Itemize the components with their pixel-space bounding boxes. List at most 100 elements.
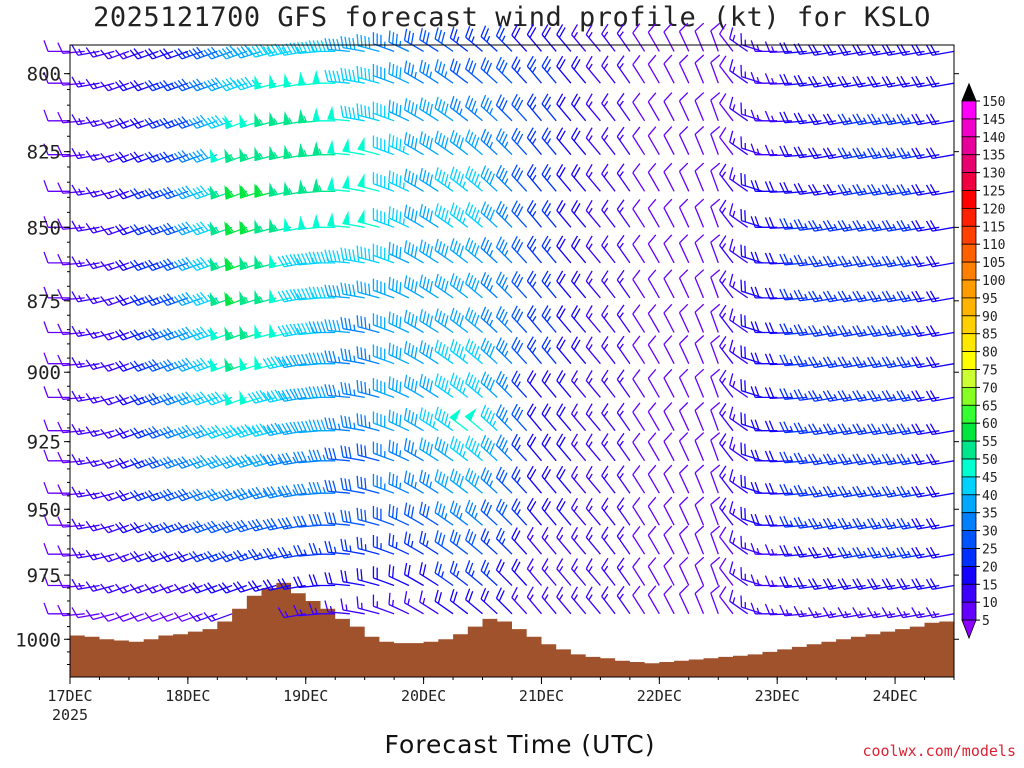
barb-full [764, 575, 771, 587]
wind-barb [218, 550, 248, 563]
barb-full [221, 427, 231, 438]
barb-full [129, 261, 139, 271]
wind-barb [388, 439, 410, 462]
barb-half [516, 67, 521, 74]
wind-barb [159, 48, 189, 60]
barb-full [896, 424, 904, 435]
wind-barb [719, 55, 734, 84]
barb-half [721, 377, 727, 384]
barb-full [144, 296, 153, 306]
barb-full [841, 75, 849, 87]
wind-barb [632, 525, 646, 555]
barb-staff [601, 280, 616, 299]
wind-barb [852, 147, 881, 160]
barb-flag [464, 408, 477, 422]
wind-barb [719, 127, 734, 156]
barb-flag [357, 173, 365, 189]
barb-staff [480, 509, 498, 526]
barb-full [360, 281, 363, 294]
barb-full [336, 70, 341, 83]
barb-full [729, 203, 734, 215]
barb-full [501, 440, 508, 452]
barb-full [148, 294, 157, 305]
wind-barb [159, 117, 189, 129]
wind-barb [694, 198, 705, 228]
barb-staff [449, 571, 469, 587]
barb-staff [404, 320, 424, 334]
wind-barb [852, 113, 881, 126]
barb-full [159, 583, 168, 594]
barb-half [603, 278, 609, 284]
barb-full [740, 474, 743, 487]
barb-half [732, 104, 736, 111]
barb-full [900, 183, 908, 195]
barb-full [441, 135, 446, 147]
barb-staff [419, 601, 439, 615]
barb-full [896, 44, 904, 56]
barb-staff [663, 171, 675, 192]
barb-full [501, 504, 508, 516]
barb-full [214, 114, 224, 125]
barb-full [797, 452, 805, 464]
barb-staff [480, 348, 498, 365]
barb-full [159, 81, 168, 92]
barb-flag [268, 323, 277, 339]
barb-full [277, 390, 285, 402]
barb-full [410, 136, 415, 148]
barb-full [468, 591, 474, 603]
barb-half [588, 565, 593, 573]
barb-full [768, 181, 775, 193]
barb-staff [449, 479, 469, 494]
barb-half [546, 246, 552, 253]
barb-full [495, 337, 502, 349]
barb-full [647, 585, 657, 596]
barb-full [719, 93, 727, 104]
wind-barb [896, 325, 925, 337]
wind-barb [465, 57, 483, 84]
wind-barb [449, 238, 469, 264]
barb-full [498, 131, 505, 143]
barb-staff [710, 472, 719, 494]
barb-full [867, 148, 874, 159]
wind-barb [434, 561, 454, 587]
barb-full [422, 376, 427, 388]
barb-half [155, 262, 161, 269]
wind-barb [188, 488, 218, 502]
barb-full [441, 505, 446, 518]
barb-full [793, 389, 801, 401]
barb-full [710, 234, 721, 243]
barb-full [266, 518, 274, 530]
barb-full [293, 421, 300, 433]
barb-full [100, 330, 109, 341]
barb-full [225, 520, 235, 531]
barb-full [601, 270, 609, 281]
barb-full [133, 489, 142, 500]
wind-barb [925, 290, 955, 303]
barb-full [694, 303, 705, 313]
barb-full [203, 583, 212, 594]
wind-barb [896, 183, 925, 196]
barb-half [477, 450, 481, 458]
barb-full [511, 498, 518, 510]
wind-barb [632, 163, 646, 192]
wind-barb [632, 126, 646, 156]
wind-barb [616, 402, 631, 432]
wind-barb [434, 339, 454, 365]
wind-barb [372, 411, 395, 432]
barb-half [558, 565, 564, 573]
barb-full [312, 321, 318, 333]
barb-full [822, 390, 830, 402]
barb-full [281, 578, 289, 589]
barb-full [437, 29, 443, 42]
barb-half [818, 360, 823, 367]
wind-barb [480, 57, 498, 84]
barb-full [407, 170, 411, 183]
barb-full [115, 152, 124, 163]
barb-staff [694, 593, 705, 615]
y-tick-label: 975 [27, 565, 61, 587]
barb-full [232, 457, 242, 468]
barb-full [324, 38, 329, 50]
barb-full [558, 130, 566, 142]
barb-full [740, 345, 743, 358]
wind-barb [808, 147, 837, 160]
